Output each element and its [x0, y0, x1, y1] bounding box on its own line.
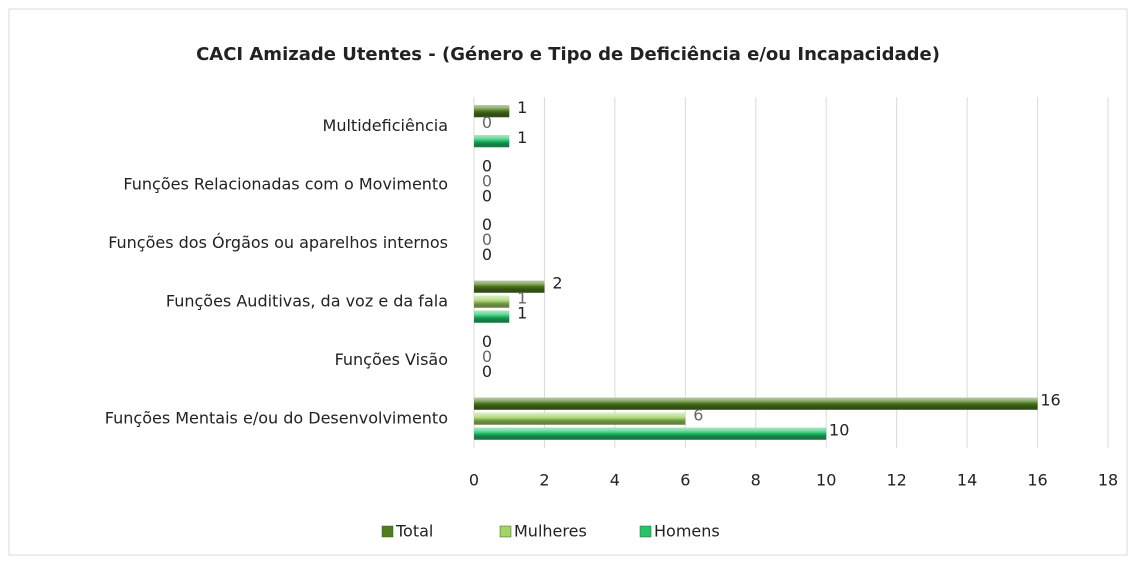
value-label: 0 [482, 245, 492, 264]
value-label: 1 [517, 303, 527, 322]
y-tick-label: Funções Mentais e/ou do Desenvolvimento [105, 408, 448, 427]
bar-shade [474, 295, 510, 308]
bar-shade [474, 397, 1038, 410]
value-label: 6 [693, 405, 703, 424]
value-label: 0 [482, 362, 492, 381]
bar-shade [474, 135, 510, 148]
y-tick-label: Funções Auditivas, da voz e da fala [166, 291, 448, 310]
x-tick-label: 8 [751, 471, 761, 490]
legend-swatch [499, 525, 512, 538]
bar-shade [474, 412, 686, 425]
value-label: 16 [1040, 390, 1060, 409]
legend-label: Total [395, 522, 433, 541]
x-tick-label: 18 [1098, 471, 1118, 490]
value-label: 0 [482, 215, 492, 234]
value-label: 0 [482, 347, 492, 366]
y-tick-label: Funções dos Órgãos ou aparelhos internos [108, 233, 448, 252]
chart-border [8, 8, 1128, 556]
bar-shade [474, 310, 510, 323]
value-label: 0 [482, 171, 492, 190]
x-tick-label: 16 [1027, 471, 1047, 490]
value-label: 2 [552, 273, 562, 292]
legend-label: Homens [654, 522, 720, 541]
chart-title: CACI Amizade Utentes - (Género e Tipo de… [196, 44, 940, 65]
y-tick-label: Funções Visão [335, 350, 448, 369]
value-label: 0 [482, 156, 492, 175]
x-tick-label: 14 [957, 471, 977, 490]
x-tick-label: 12 [886, 471, 906, 490]
legend-swatch [381, 525, 394, 538]
y-tick-label: Funções Relacionadas com o Movimento [123, 174, 448, 193]
value-label: 1 [517, 98, 527, 117]
value-label: 0 [482, 230, 492, 249]
bar-shade [474, 427, 827, 440]
value-label: 0 [482, 113, 492, 132]
x-tick-label: 10 [816, 471, 836, 490]
bar-shade [474, 280, 545, 293]
value-label: 0 [482, 186, 492, 205]
legend-swatch [639, 525, 652, 538]
x-tick-label: 4 [610, 471, 620, 490]
x-tick-label: 6 [680, 471, 690, 490]
legend-label: Mulheres [514, 522, 587, 541]
value-label: 1 [517, 288, 527, 307]
y-tick-label: Multideficiência [323, 116, 448, 135]
bar-shade [474, 105, 510, 118]
value-label: 1 [517, 128, 527, 147]
value-label: 10 [829, 420, 849, 439]
x-tick-label: 2 [539, 471, 549, 490]
x-tick-label: 0 [469, 471, 479, 490]
value-label: 0 [482, 332, 492, 351]
